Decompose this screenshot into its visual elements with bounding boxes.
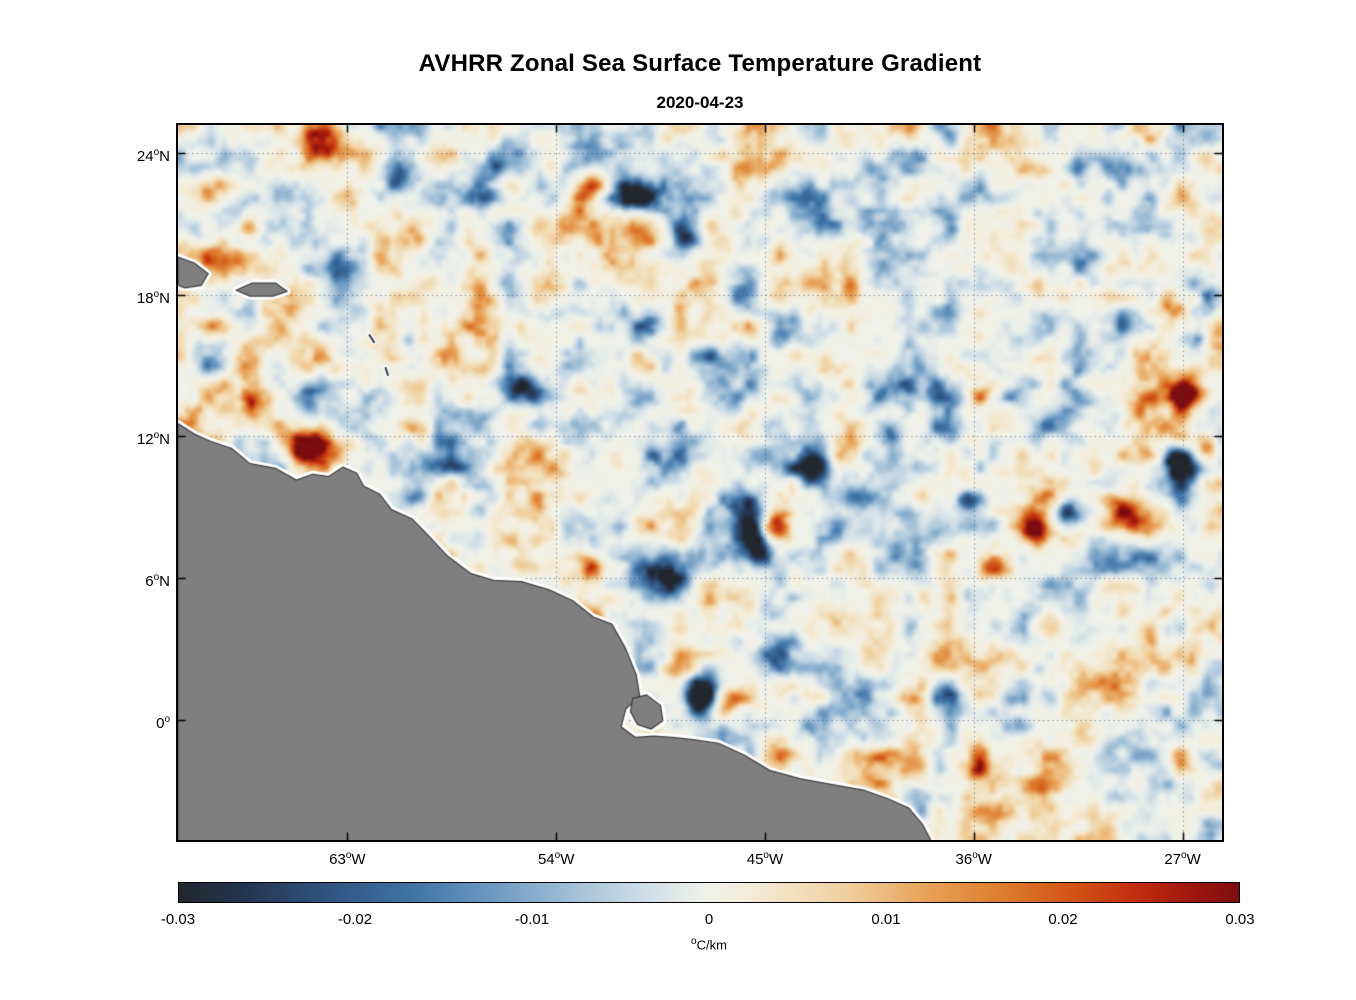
colorbar-tick-label: -0.03	[160, 911, 196, 928]
y-tick-label: 0o	[114, 711, 170, 733]
chart-subtitle: 2020-04-23	[656, 93, 744, 112]
degree-symbol: o	[1181, 850, 1187, 861]
colorbar-gradient	[179, 883, 1239, 902]
x-tick-suffix: W	[977, 851, 992, 868]
chart-title: AVHRR Zonal Sea Surface Temperature Grad…	[418, 50, 982, 77]
colorbar-tick-label: -0.02	[337, 911, 373, 928]
y-tick-label: 12oN	[114, 427, 170, 449]
degree-symbol: o	[153, 288, 160, 300]
y-tick-suffix: N	[159, 431, 170, 449]
x-tick-value: 27	[1164, 851, 1182, 868]
y-tick-value: 24	[136, 148, 154, 166]
colorbar-units-text: C/km	[696, 937, 727, 953]
degree-symbol: o	[554, 850, 561, 861]
y-tick-suffix: N	[159, 289, 170, 307]
degree-symbol: o	[691, 936, 697, 947]
x-tick-suffix: W	[351, 851, 366, 868]
x-tick-label: 54oW	[538, 850, 574, 868]
heatmap-canvas	[178, 125, 1222, 840]
degree-symbol: o	[164, 713, 170, 725]
colorbar-tick-label: 0	[704, 911, 714, 928]
x-tick-suffix: W	[1186, 851, 1201, 868]
y-tick-label: 24oN	[114, 144, 170, 166]
colorbar-tick-label: 0.03	[1225, 911, 1255, 928]
y-tick-label: 18oN	[114, 286, 170, 308]
x-tick-label: 63oW	[329, 850, 365, 868]
degree-symbol: o	[972, 850, 978, 861]
degree-symbol: o	[153, 147, 160, 159]
x-tick-label: 45oW	[747, 850, 783, 868]
y-tick-label: 6oN	[114, 569, 170, 591]
x-tick-suffix: W	[768, 851, 784, 868]
degree-symbol: o	[153, 430, 160, 442]
x-tick-label: 36oW	[956, 850, 992, 868]
y-tick-value: 6	[145, 573, 154, 591]
degree-symbol: o	[763, 850, 769, 861]
degree-symbol: o	[153, 572, 160, 584]
colorbar-tick-label: -0.01	[514, 911, 550, 928]
colorbar	[178, 882, 1240, 903]
x-tick-value: 63	[329, 851, 346, 868]
y-tick-suffix: N	[159, 148, 170, 166]
x-tick-suffix: W	[560, 851, 575, 868]
x-tick-value: 36	[955, 851, 973, 868]
y-tick-value: 18	[136, 289, 154, 307]
y-tick-value: 12	[136, 431, 154, 449]
colorbar-tick-label: 0.02	[1048, 911, 1078, 928]
degree-symbol: o	[345, 850, 352, 861]
x-tick-value: 54	[537, 851, 555, 868]
x-tick-label: 27oW	[1164, 850, 1200, 868]
x-tick-value: 45	[746, 851, 764, 868]
y-tick-value: 0	[156, 714, 165, 732]
colorbar-tick-label: 0.01	[871, 911, 901, 928]
colorbar-units-label: oC/km	[691, 936, 727, 952]
y-tick-suffix: N	[159, 573, 170, 591]
